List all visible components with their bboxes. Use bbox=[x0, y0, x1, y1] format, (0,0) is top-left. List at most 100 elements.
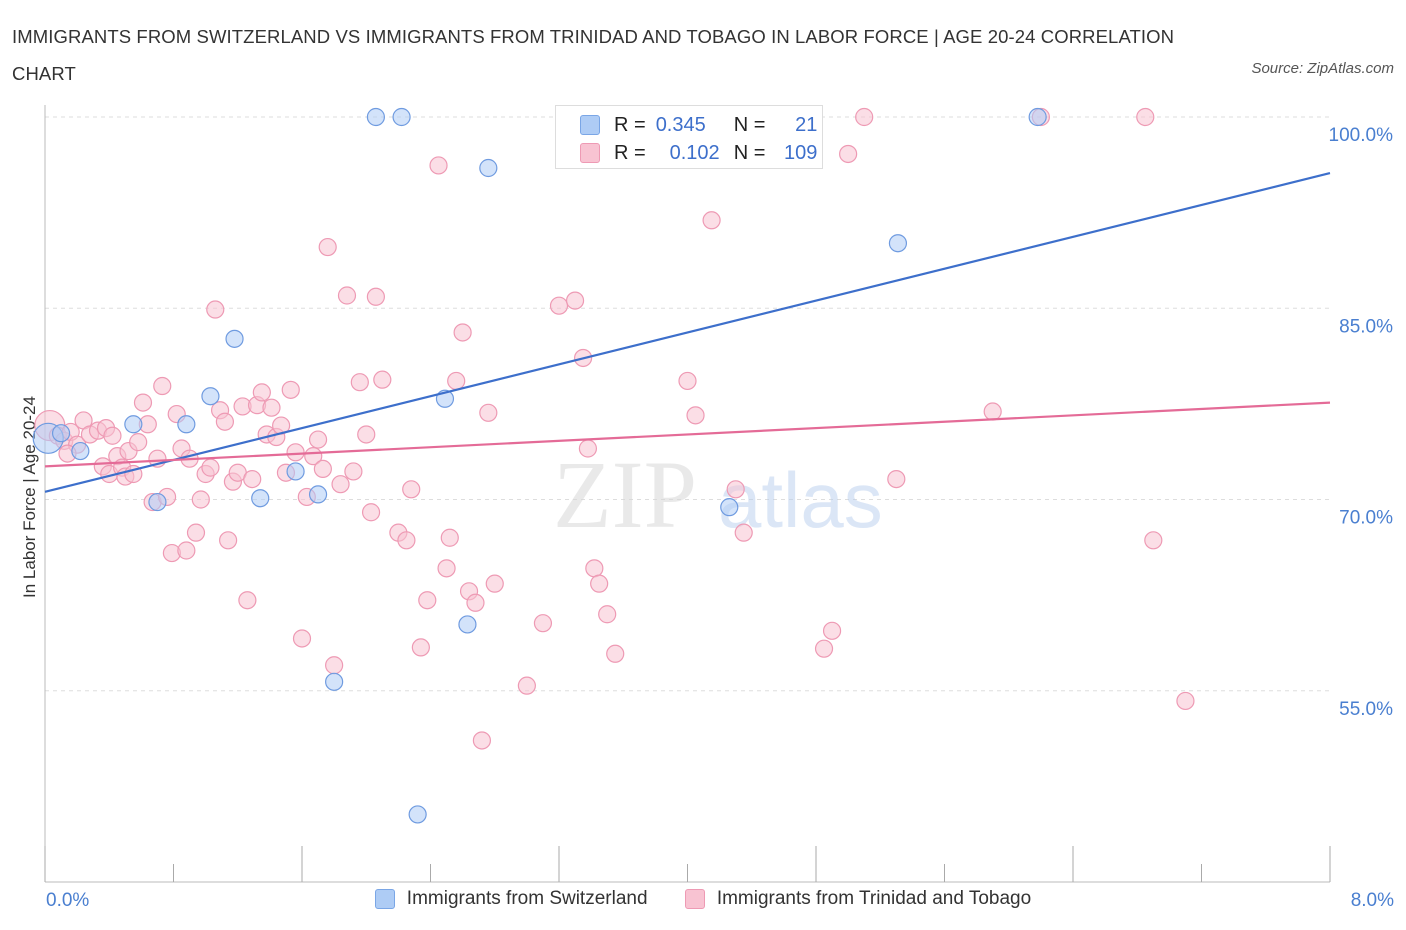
switzerland-point-7 bbox=[251, 489, 270, 508]
axes bbox=[44, 105, 1331, 883]
trinidad-point-54 bbox=[308, 430, 328, 449]
trinidad-point-69 bbox=[411, 638, 430, 657]
legend-swatch-pink bbox=[684, 889, 705, 909]
trinidad-point-100 bbox=[839, 144, 858, 164]
switzerland-point-9 bbox=[308, 485, 328, 504]
trinidad-point-36 bbox=[219, 531, 238, 550]
trinidad-point-79 bbox=[479, 403, 498, 422]
trinidad-point-60 bbox=[344, 462, 363, 481]
trinidad-point-99 bbox=[822, 621, 842, 640]
trinidad-point-105 bbox=[1136, 107, 1155, 127]
trinidad-point-43 bbox=[252, 383, 271, 402]
trinidad-point-49 bbox=[281, 380, 300, 399]
trinidad-point-63 bbox=[361, 503, 381, 522]
trinidad-point-88 bbox=[585, 559, 604, 578]
trinidad-point-78 bbox=[472, 731, 491, 750]
switzerland-point-4 bbox=[177, 415, 196, 434]
legend-label-switzerland: Immigrants from Switzerland bbox=[406, 888, 648, 909]
trinidad-trend-line bbox=[44, 401, 1331, 468]
trinidad-point-58 bbox=[331, 475, 350, 494]
switzerland-point-19 bbox=[1028, 107, 1047, 127]
trinidad-point-73 bbox=[440, 528, 459, 547]
switzerland-point-16 bbox=[479, 158, 498, 178]
trinidad-point-40 bbox=[238, 591, 257, 610]
trinidad-point-32 bbox=[201, 458, 220, 477]
trinidad-point-87 bbox=[578, 439, 598, 458]
source-note: Source: ZipAtlas.com bbox=[1251, 60, 1394, 77]
trinidad-point-17 bbox=[129, 433, 148, 452]
switzerland-point-2 bbox=[124, 415, 143, 434]
trinidad-point-81 bbox=[517, 676, 536, 695]
legend-swatch-blue bbox=[374, 889, 395, 909]
trinidad-point-68 bbox=[402, 480, 421, 499]
legend-item-trinidad: Immigrants from Trinidad and Tobago bbox=[684, 888, 1032, 910]
stats-swatch-blue bbox=[580, 115, 600, 135]
trinidad-point-11 bbox=[103, 426, 122, 445]
stats-blue-n-label: N = bbox=[733, 114, 766, 136]
trinidad-point-56 bbox=[318, 237, 337, 257]
stats-pink-n-label: N = bbox=[733, 142, 766, 164]
trinidad-point-30 bbox=[191, 490, 210, 509]
switzerland-trend-line bbox=[44, 172, 1331, 493]
trinidad-point-94 bbox=[686, 406, 705, 425]
trinidad-point-80 bbox=[485, 574, 504, 593]
trinidad-point-67 bbox=[397, 531, 416, 550]
switzerland-point-18 bbox=[888, 234, 908, 253]
trinidad-point-96 bbox=[726, 480, 745, 499]
trinidad-point-27 bbox=[177, 541, 196, 560]
trinidad-point-70 bbox=[418, 591, 437, 610]
switzerland-point-20 bbox=[51, 424, 71, 443]
trinidad-point-91 bbox=[606, 644, 625, 663]
stats-swatch-pink bbox=[580, 143, 600, 163]
trinidad-point-72 bbox=[437, 559, 456, 578]
trinidad-point-55 bbox=[313, 459, 332, 478]
trinidad-point-75 bbox=[453, 323, 472, 342]
trinidad-point-41 bbox=[243, 470, 262, 489]
trinidad-point-90 bbox=[598, 605, 617, 624]
x-tick-label-min: 0.0% bbox=[46, 890, 90, 911]
trinidad-point-95 bbox=[702, 211, 721, 230]
trinidad-point-74 bbox=[447, 371, 466, 391]
trinidad-point-93 bbox=[678, 371, 697, 391]
trinidad-point-103 bbox=[983, 402, 1002, 421]
trend-lines bbox=[44, 172, 1331, 493]
stats-blue-r-label: R = bbox=[614, 114, 646, 136]
stats-blue-r-value: 0.345 bbox=[655, 114, 706, 136]
legend-item-switzerland: Immigrants from Switzerland bbox=[374, 888, 648, 910]
stats-box: R = 0.345 N = 21 R = 0.102 N = 109 bbox=[555, 105, 823, 169]
y-tick-label-1: 70.0% bbox=[1339, 508, 1393, 529]
trinidad-point-85 bbox=[565, 291, 585, 310]
y-tick-label-2: 85.0% bbox=[1339, 316, 1393, 337]
stats-pink-r-label: R = bbox=[614, 142, 646, 164]
switzerland-point-17 bbox=[720, 498, 739, 517]
switzerland-point-6 bbox=[225, 329, 244, 348]
blue-series-points bbox=[32, 107, 1047, 824]
stats-blue-n-value: 21 bbox=[795, 114, 818, 136]
trinidad-point-77 bbox=[466, 593, 485, 612]
trinidad-point-50 bbox=[286, 443, 305, 462]
legend: Immigrants from Switzerland Immigrants f… bbox=[0, 888, 1406, 915]
switzerland-point-8 bbox=[286, 462, 305, 481]
chart-title: IMMIGRANTS FROM SWITZERLAND VS IMMIGRANT… bbox=[12, 26, 1175, 84]
x-tick-label-max: 8.0% bbox=[1350, 890, 1394, 911]
y-tick-label-3: 100.0% bbox=[1329, 125, 1394, 146]
pink-series-points bbox=[34, 107, 1195, 750]
trinidad-point-101 bbox=[855, 107, 874, 127]
trinidad-point-57 bbox=[325, 656, 344, 675]
stats-pink-n-value: 109 bbox=[784, 142, 818, 164]
trinidad-point-97 bbox=[734, 523, 753, 542]
trinidad-point-18 bbox=[133, 393, 153, 412]
stats-pink-r-value: 0.102 bbox=[669, 142, 720, 164]
legend-label-trinidad: Immigrants from Trinidad and Tobago bbox=[716, 888, 1032, 909]
switzerland-point-5 bbox=[201, 387, 220, 406]
trinidad-point-22 bbox=[153, 376, 172, 396]
trinidad-point-82 bbox=[533, 614, 553, 633]
trinidad-point-64 bbox=[366, 287, 385, 306]
y-tick-labels: 55.0% 70.0% 85.0% 100.0% bbox=[1329, 125, 1394, 720]
trinidad-point-107 bbox=[1176, 691, 1195, 711]
trinidad-point-62 bbox=[357, 425, 376, 444]
stats-row-blue: R = 0.345 N = 21 bbox=[580, 110, 817, 140]
trinidad-point-45 bbox=[262, 398, 281, 417]
switzerland-point-11 bbox=[366, 107, 385, 127]
trinidad-point-83 bbox=[549, 296, 569, 315]
